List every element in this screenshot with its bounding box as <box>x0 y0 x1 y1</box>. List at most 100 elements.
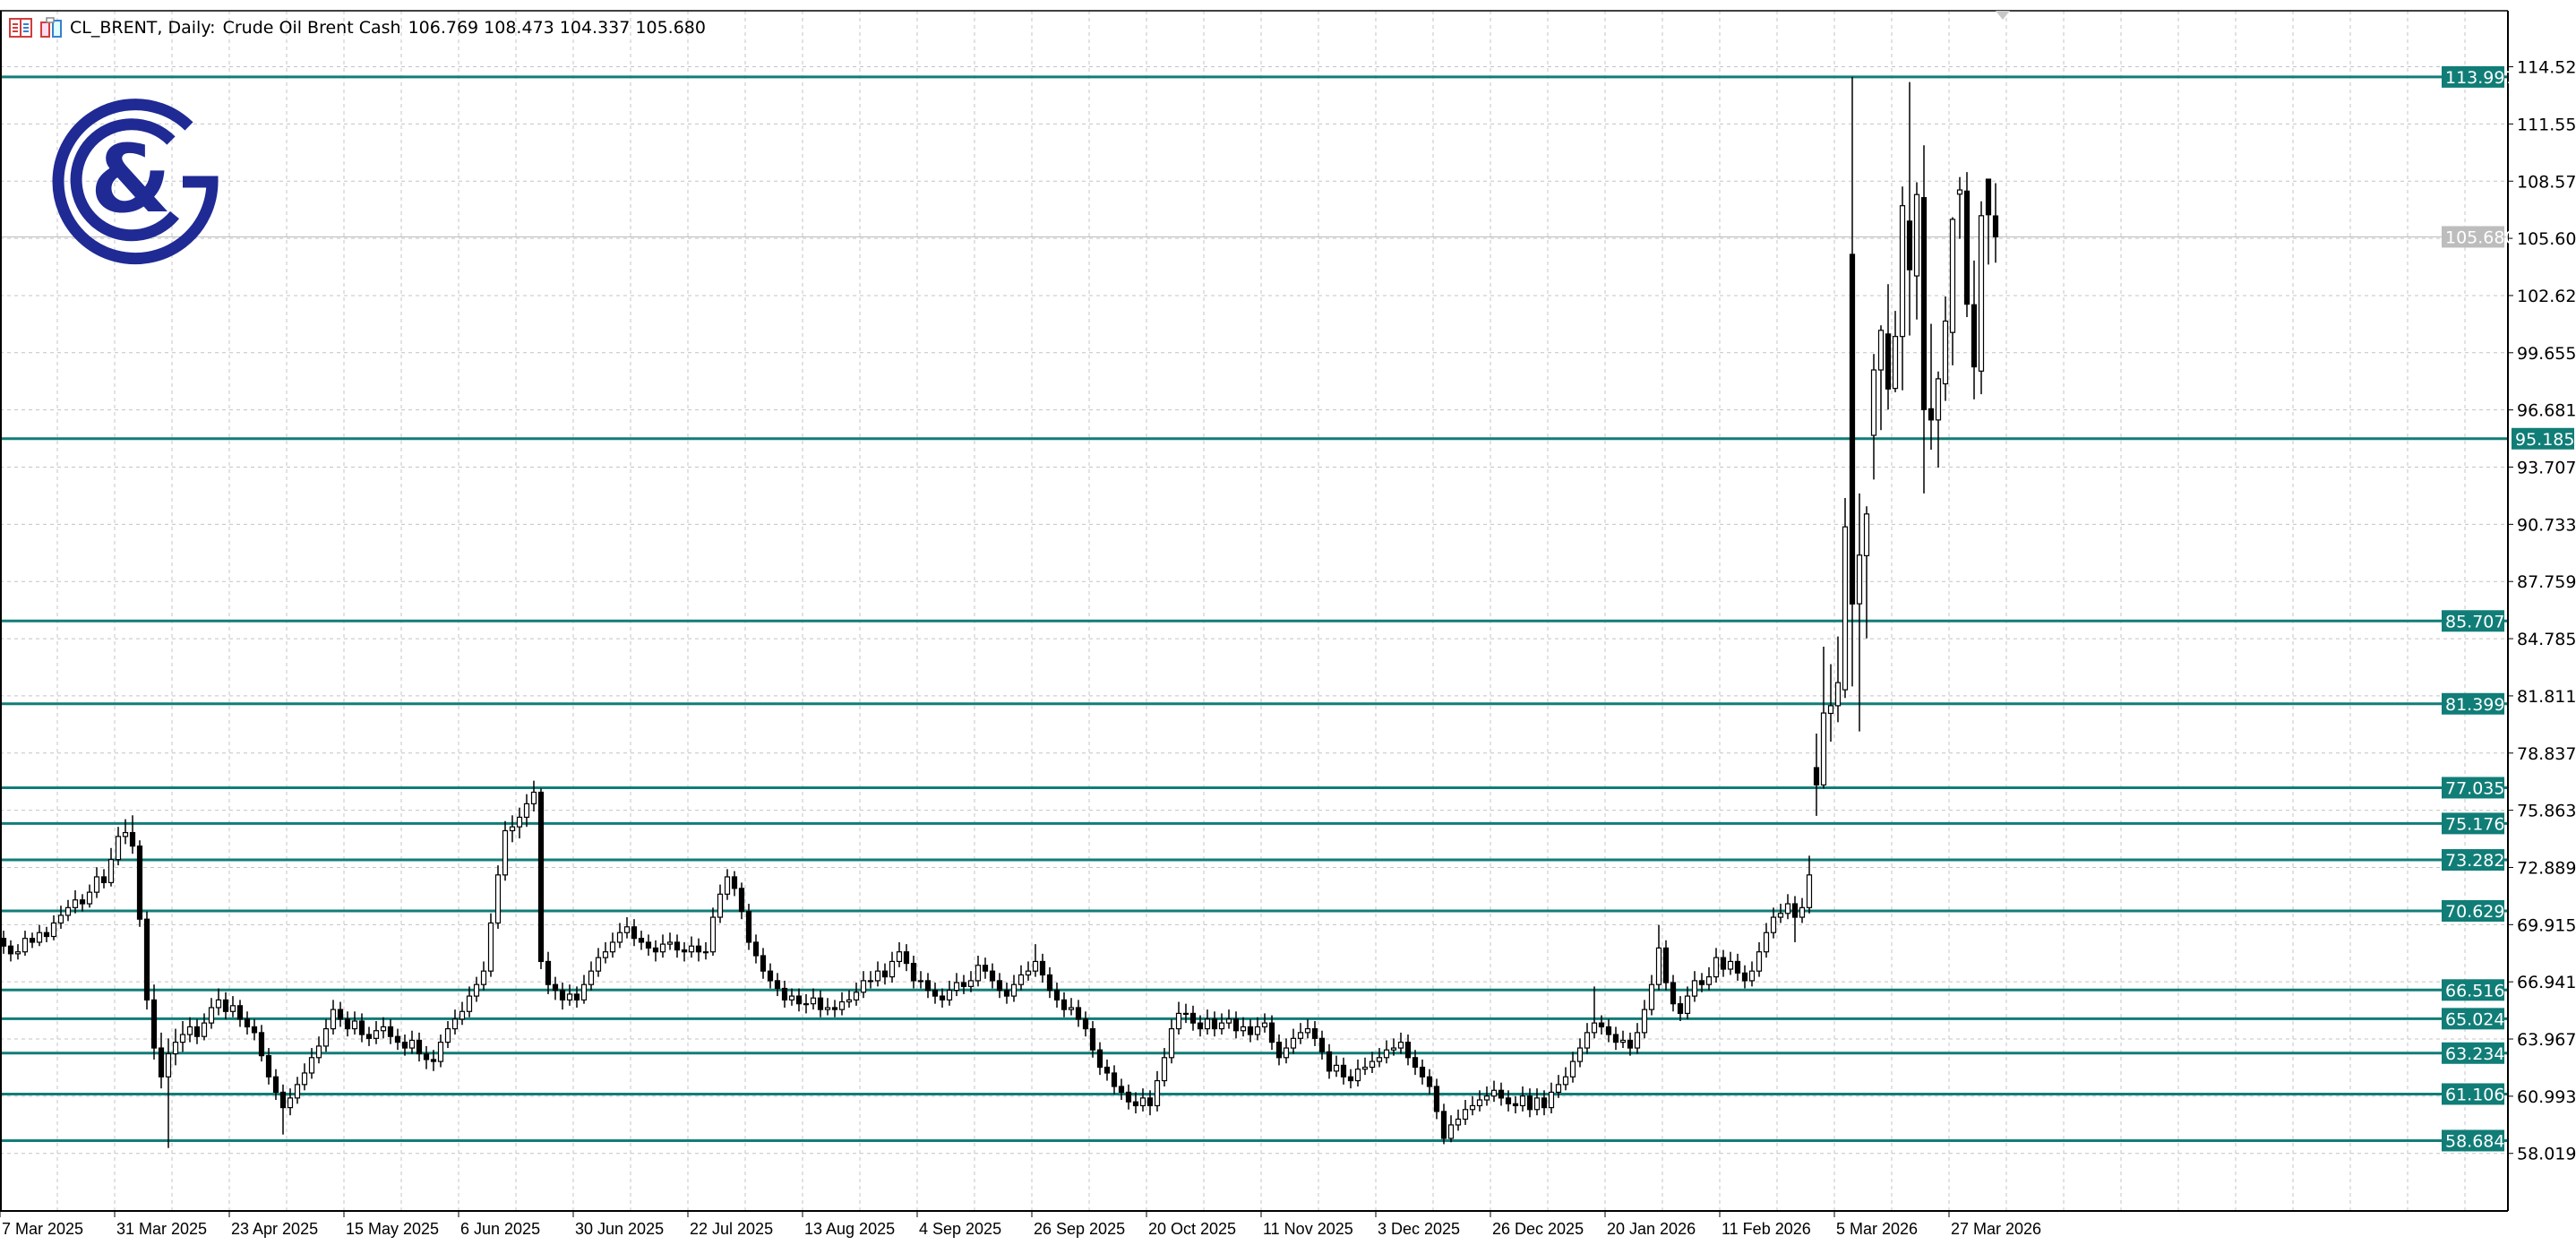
candle <box>93 867 100 898</box>
candle-body-bullish <box>702 951 709 954</box>
candle <box>1225 1009 1232 1029</box>
time-tick-label: 5 Mar 2026 <box>1836 1220 1918 1238</box>
candle <box>1254 1017 1261 1041</box>
price-tick-label: 111.551 <box>2517 115 2576 134</box>
candle <box>588 961 595 991</box>
candle <box>1025 961 1032 981</box>
candle-body-bullish <box>1705 976 1713 985</box>
price-tick-label: 102.629 <box>2517 287 2576 306</box>
candle <box>631 919 638 947</box>
candle <box>1340 1057 1347 1085</box>
candle-body-bullish <box>666 941 674 945</box>
time-tick-label: 26 Dec 2025 <box>1492 1220 1584 1238</box>
time-tick-label: 20 Oct 2025 <box>1148 1220 1236 1238</box>
candle <box>86 884 93 908</box>
candle <box>502 820 509 881</box>
candle <box>760 948 767 979</box>
candle-body-bullish <box>838 1000 846 1010</box>
candle <box>645 934 652 956</box>
price-tick-label: 72.889 <box>2517 858 2576 878</box>
candle-body-bearish <box>272 1076 279 1094</box>
candle-body-bearish <box>760 955 767 972</box>
price-tick-label: 81.811 <box>2517 687 2576 707</box>
chart-shift-icon[interactable] <box>39 17 63 39</box>
candle-body-bearish <box>193 1026 201 1037</box>
candle-body-bullish <box>380 1026 387 1032</box>
candle <box>408 1030 416 1054</box>
level-label-bg <box>2512 427 2574 450</box>
candle <box>989 963 996 989</box>
candle-body-bullish <box>588 970 595 985</box>
candle-body-bearish <box>1541 1097 1548 1109</box>
candle-body-bearish <box>1075 1007 1082 1020</box>
candle <box>1648 975 1655 1016</box>
level-label: 75.176 <box>2445 814 2504 834</box>
candle-body-bullish <box>1376 1057 1383 1062</box>
candle <box>924 973 932 999</box>
candle-body-bullish <box>444 1027 451 1043</box>
candle <box>1813 734 1820 816</box>
candle-body-bullish <box>1068 1007 1075 1010</box>
candle <box>946 980 953 1006</box>
candle-body-bullish <box>93 876 100 893</box>
candle <box>1490 1080 1498 1103</box>
candle <box>1992 183 1999 263</box>
candle-body-bullish <box>788 995 795 1000</box>
candle <box>1390 1038 1397 1056</box>
candle-body-bearish <box>537 791 545 963</box>
candle <box>638 931 645 950</box>
candle <box>1591 986 1598 1039</box>
level-label: 58.684 <box>2445 1131 2504 1151</box>
candle-body-bearish <box>1512 1103 1519 1107</box>
candle <box>172 1028 179 1066</box>
candle <box>695 938 702 962</box>
level-label-bg <box>2442 1129 2504 1152</box>
market-watch-icon[interactable] <box>9 17 32 39</box>
candle-body-bullish <box>502 829 509 876</box>
candle-body-bullish <box>566 993 573 1000</box>
candle <box>215 988 222 1016</box>
candle-body-bearish <box>1598 1022 1605 1028</box>
time-tick-label: 26 Sep 2025 <box>1034 1220 1125 1238</box>
candle <box>1146 1090 1154 1116</box>
candle <box>1677 996 1684 1021</box>
candle <box>853 983 860 1006</box>
candle-body-bullish <box>1799 906 1806 918</box>
candle <box>1627 1032 1634 1056</box>
candle-body-bullish <box>50 922 57 938</box>
candle <box>1354 1059 1361 1086</box>
candle <box>1748 961 1756 987</box>
candle <box>702 941 709 960</box>
candle-body-bearish <box>1053 990 1060 1000</box>
candle-body-bullish <box>1877 330 1885 371</box>
candle <box>1827 664 1834 743</box>
candle <box>1756 941 1763 977</box>
candle-body-bearish <box>1813 767 1820 786</box>
candle-body-bullish <box>616 932 623 943</box>
candle <box>416 1032 423 1062</box>
candle <box>387 1018 394 1044</box>
candle-body-bearish <box>631 926 638 940</box>
candle-body-bullish <box>1304 1027 1311 1034</box>
level-label-bg <box>2442 777 2504 799</box>
candle <box>1039 953 1046 983</box>
candle <box>136 840 143 927</box>
candle <box>1670 975 1677 1012</box>
candle-body-bullish <box>1949 219 1956 333</box>
candle-body-bearish <box>1197 1022 1204 1030</box>
candle-body-bullish <box>975 965 982 982</box>
candle <box>487 913 494 977</box>
candle-body-bullish <box>1856 554 1863 605</box>
candle-body-bullish <box>1533 1097 1541 1111</box>
candle <box>1297 1023 1304 1044</box>
candle-body-bearish <box>559 990 566 1000</box>
candle <box>1928 323 1935 451</box>
candle-body-bearish <box>1003 990 1010 997</box>
candle-body-bearish <box>1211 1018 1218 1030</box>
candle <box>1376 1048 1383 1068</box>
candle <box>1978 201 1985 395</box>
candle <box>437 1035 444 1068</box>
candle-body-bullish <box>623 926 631 933</box>
